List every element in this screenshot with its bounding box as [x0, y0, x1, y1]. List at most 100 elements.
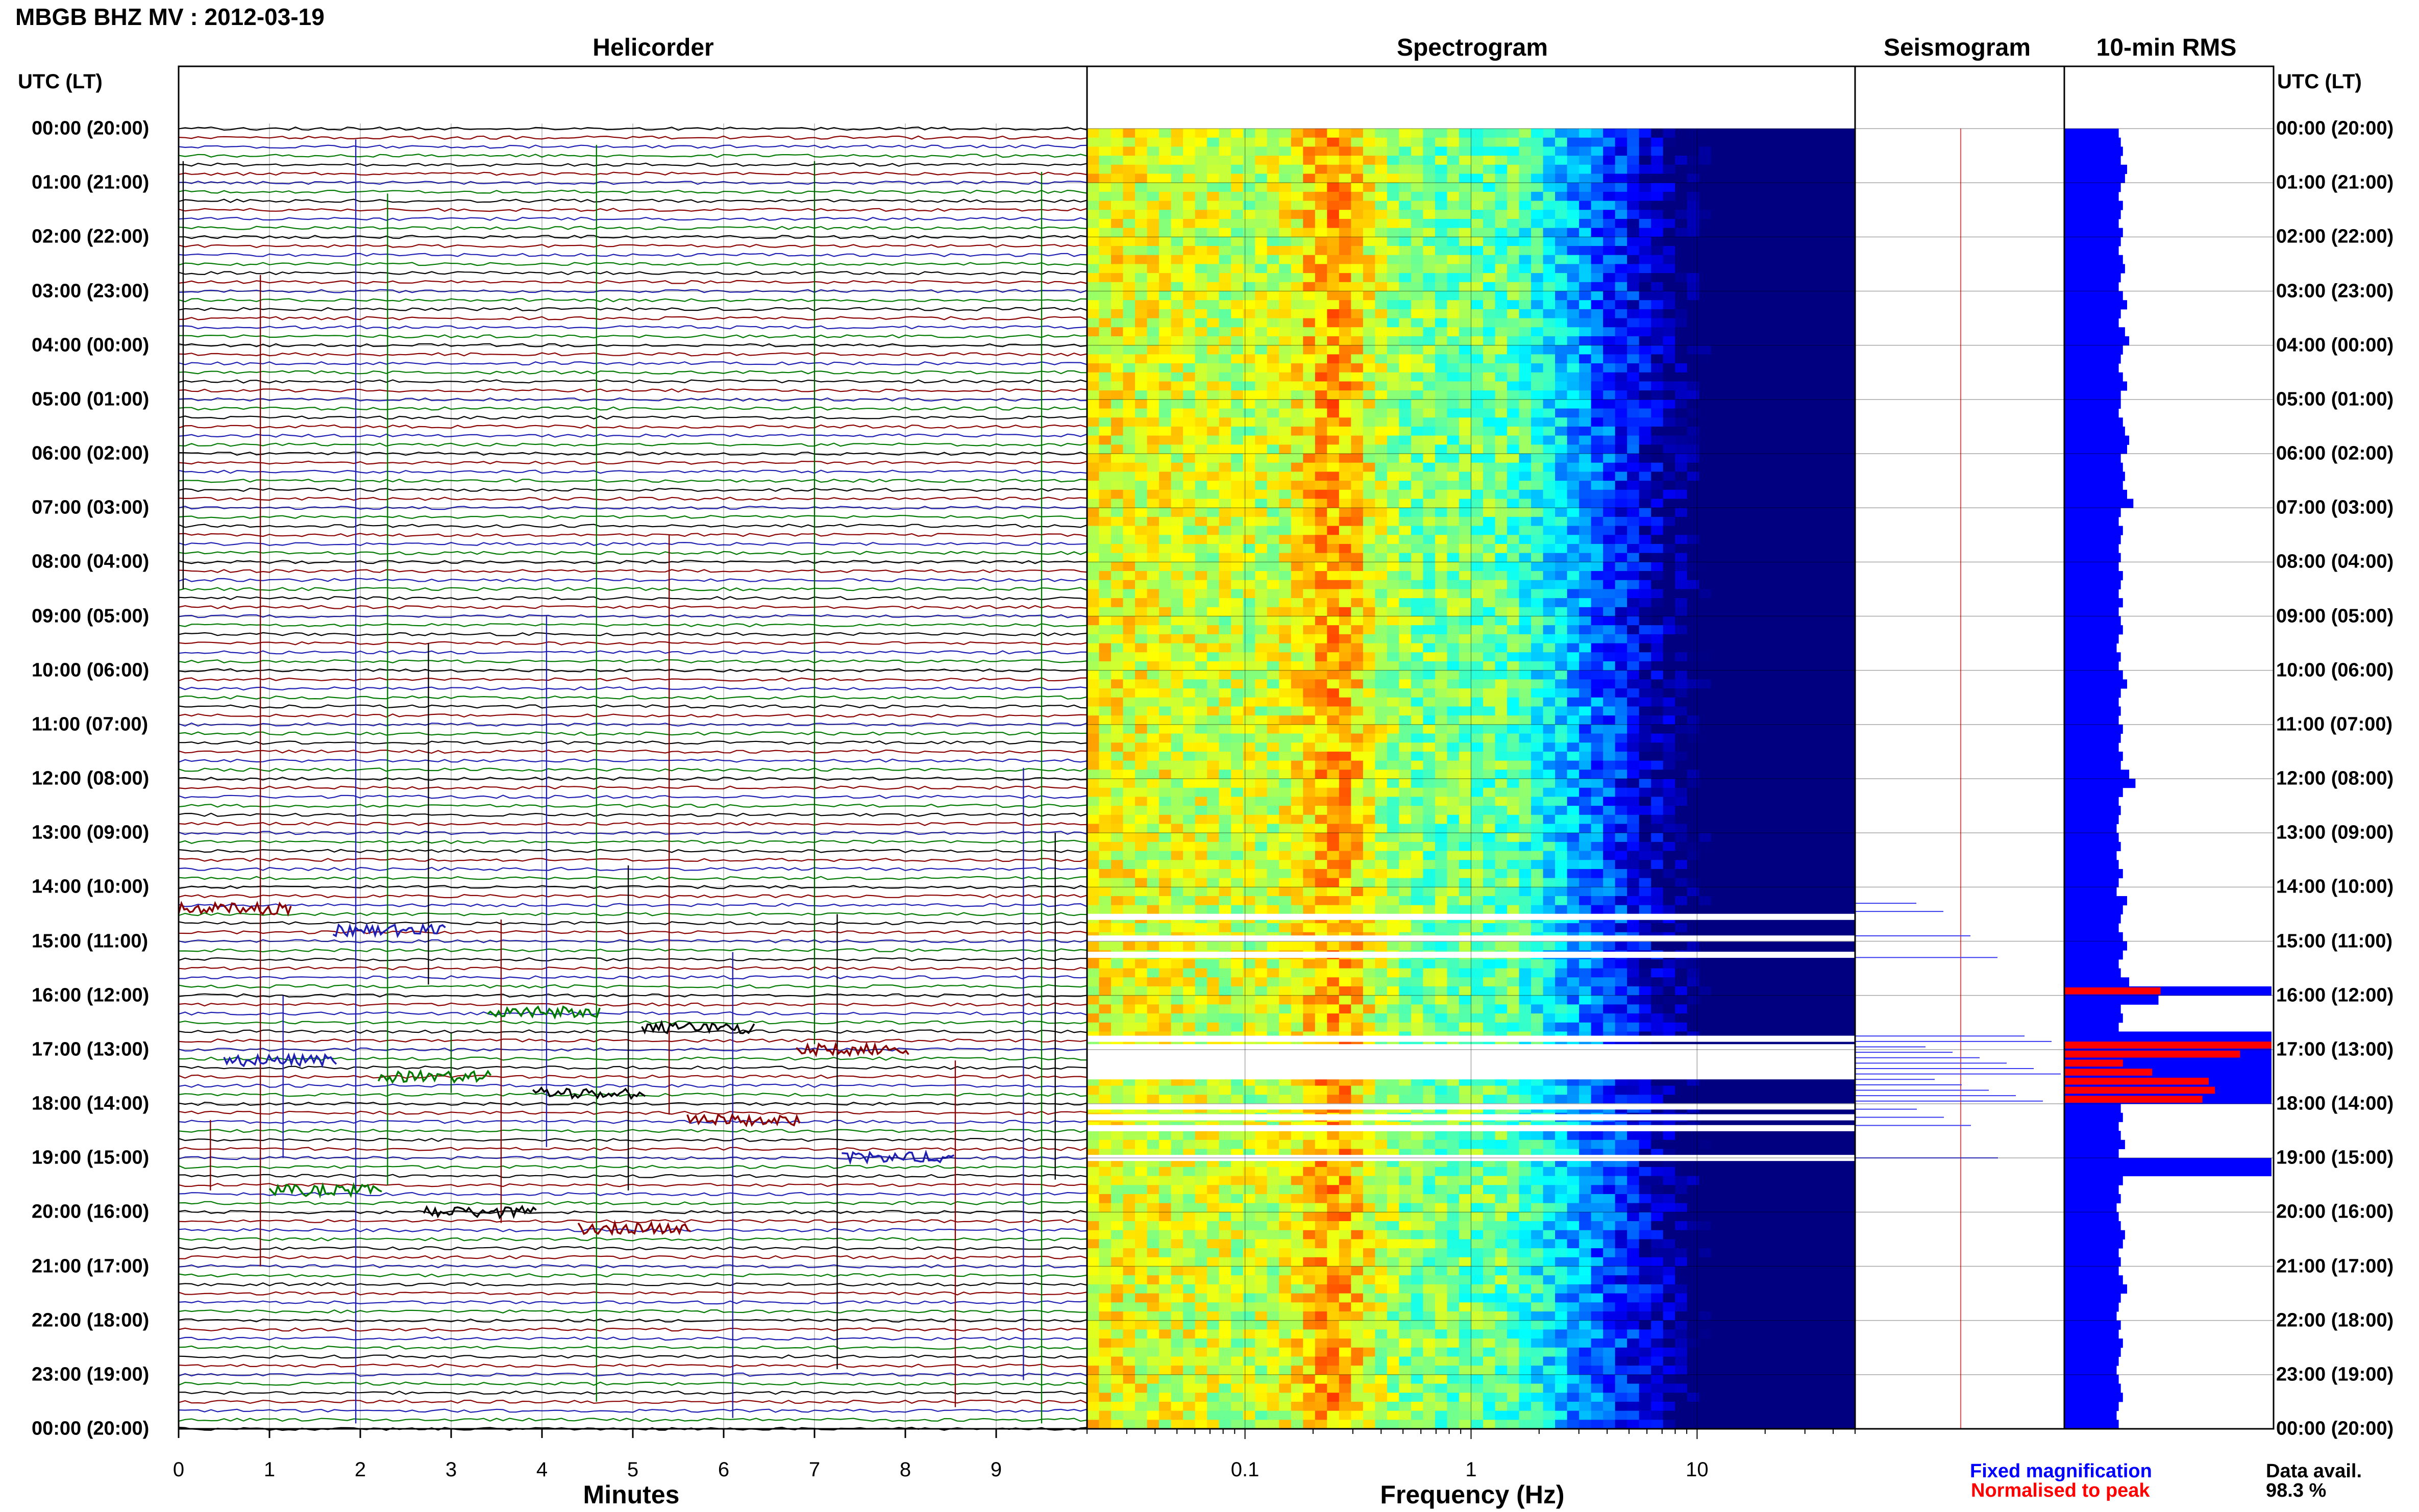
- spectrogram-cell: [1543, 688, 1556, 698]
- spectrogram-cell: [1279, 589, 1292, 599]
- spectrogram-cell: [1267, 598, 1279, 608]
- spectrogram-cell: [1135, 300, 1148, 310]
- spectrogram-cell: [1471, 751, 1484, 761]
- spectrogram-cell: [1531, 454, 1544, 463]
- spectrogram-cell: [1171, 336, 1183, 346]
- spectrogram-cell: [1831, 408, 1844, 418]
- spectrogram-cell: [1315, 481, 1327, 490]
- spectrogram-cell: [1831, 516, 1844, 527]
- spectrogram-cell: [1771, 318, 1784, 328]
- spectrogram-cell: [1843, 535, 1856, 544]
- spectrogram-cell: [1675, 408, 1688, 418]
- spectrogram-cell: [1435, 228, 1448, 237]
- spectrogram-cell: [1471, 733, 1484, 743]
- spectrogram-cell: [1111, 146, 1124, 156]
- spectrogram-cell: [1183, 164, 1196, 175]
- spectrogram-cell: [1747, 164, 1760, 175]
- spectrogram-cell: [1519, 336, 1532, 346]
- spectrogram-cell: [1783, 417, 1796, 427]
- spectrogram-cell: [1123, 643, 1136, 653]
- spectrogram-cell: [1135, 354, 1148, 364]
- spectrogram-cell: [1351, 824, 1364, 833]
- spectrogram-cell: [1099, 354, 1112, 364]
- spectrogram-cell: [1111, 779, 1124, 788]
- spectrogram-cell: [1771, 634, 1784, 644]
- spectrogram-cell: [1639, 706, 1651, 716]
- spectrogram-cell: [1399, 390, 1412, 400]
- spectrogram-cell: [1771, 237, 1784, 246]
- spectrogram-cell: [1711, 508, 1723, 517]
- spectrogram-cell: [1759, 580, 1771, 590]
- spectrogram-cell: [1303, 282, 1316, 292]
- spectrogram-cell: [1603, 724, 1616, 734]
- spectrogram-cell: [1771, 444, 1784, 454]
- spectrogram-cell: [1471, 309, 1484, 319]
- spectrogram-cell: [1687, 724, 1699, 734]
- spectrogram-cell: [1159, 526, 1172, 535]
- spectrogram-cell: [1411, 760, 1424, 770]
- spectrogram-cell: [1639, 553, 1651, 562]
- spectrogram-cell: [1495, 806, 1508, 815]
- spectrogram-cell: [1651, 173, 1664, 183]
- spectrogram-cell: [1411, 616, 1424, 626]
- spectrogram-cell: [1279, 526, 1292, 535]
- spectrogram-cell: [1807, 634, 1820, 644]
- spectrogram-cell: [1147, 282, 1159, 292]
- spectrogram-cell: [1627, 372, 1640, 382]
- spectrogram-cell: [1159, 372, 1172, 382]
- spectrogram-cell: [1279, 218, 1292, 229]
- spectrogram-cell: [1171, 499, 1183, 508]
- spectrogram-cell: [1783, 454, 1796, 463]
- spectrogram-cell: [1579, 535, 1592, 544]
- spectrogram-cell: [1435, 697, 1448, 707]
- spectrogram-cell: [1279, 697, 1292, 707]
- spectrogram-cell: [1507, 399, 1520, 409]
- spectrogram-cell: [1723, 688, 1736, 698]
- spectrogram-cell: [1207, 814, 1220, 825]
- spectrogram-cell: [1267, 770, 1279, 779]
- spectrogram-cell: [1279, 779, 1292, 788]
- spectrogram-cell: [1435, 489, 1448, 500]
- spectrogram-cell: [1315, 760, 1327, 770]
- spectrogram-cell: [1111, 625, 1124, 635]
- spectrogram-cell: [1651, 462, 1664, 472]
- spectrogram-cell: [1339, 291, 1351, 301]
- spectrogram-cell: [1507, 724, 1520, 734]
- spectrogram-cell: [1207, 264, 1220, 274]
- spectrogram-cell: [1411, 688, 1424, 698]
- spectrogram-cell: [1795, 580, 1808, 590]
- spectrogram-cell: [1279, 797, 1292, 806]
- spectrogram-cell: [1771, 643, 1784, 653]
- spectrogram-cell: [1687, 688, 1699, 698]
- spectrogram-cell: [1795, 543, 1808, 554]
- spectrogram-cell: [1231, 553, 1244, 562]
- spectrogram-cell: [1567, 173, 1579, 183]
- spectrogram-cell: [1423, 191, 1436, 202]
- spectrogram-cell: [1183, 589, 1196, 599]
- spectrogram-cell: [1807, 535, 1820, 544]
- spectrogram-cell: [1159, 472, 1172, 481]
- spectrogram-cell: [1267, 228, 1279, 237]
- spectrogram-cell: [1819, 327, 1832, 337]
- spectrogram-cell: [1363, 688, 1375, 698]
- spectrogram-cell: [1735, 571, 1747, 581]
- spectrogram-cell: [1447, 309, 1460, 319]
- spectrogram-cell: [1231, 444, 1244, 454]
- spectrogram-cell: [1531, 273, 1544, 283]
- spectrogram-cell: [1435, 408, 1448, 418]
- spectrogram-cell: [1135, 562, 1148, 572]
- spectrogram-cell: [1783, 363, 1796, 373]
- spectrogram-cell: [1483, 327, 1496, 337]
- spectrogram-cell: [1831, 246, 1844, 256]
- spectrogram-cell: [1195, 408, 1207, 418]
- spectrogram-cell: [1387, 218, 1400, 229]
- spectrogram-cell: [1615, 129, 1627, 138]
- spectrogram-cell: [1471, 625, 1484, 635]
- spectrogram-cell: [1663, 146, 1675, 156]
- spectrogram-cell: [1099, 652, 1112, 662]
- spectrogram-cell: [1111, 336, 1124, 346]
- spectrogram-cell: [1291, 300, 1303, 310]
- spectrogram-cell: [1147, 625, 1159, 635]
- spectrogram-cell: [1783, 462, 1796, 472]
- spectrogram-cell: [1771, 300, 1784, 310]
